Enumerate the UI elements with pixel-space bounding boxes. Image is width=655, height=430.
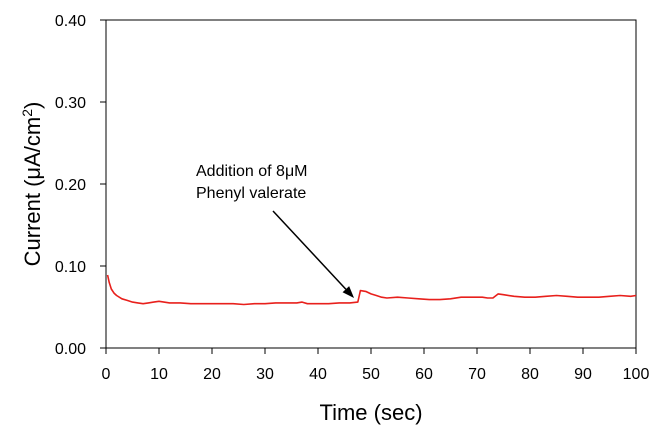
annotation-arrow-shaft <box>272 210 347 290</box>
x-tick-label: 30 <box>256 366 274 383</box>
y-axis-title-close: ) <box>20 102 45 109</box>
plot-frame <box>105 19 637 349</box>
x-axis-ticks: 0 10 20 30 40 50 60 70 80 90 100 <box>102 348 650 383</box>
annotation-arrowhead <box>342 286 355 298</box>
annotation-line: Addition of 8μM <box>196 163 308 180</box>
x-tick-label: 90 <box>574 366 592 383</box>
y-tick-label: 0.30 <box>55 95 86 112</box>
x-axis-title: Time (sec) <box>319 400 422 425</box>
y-axis-title-main: Current (μA/cm <box>20 117 45 267</box>
annotation-text: Addition of 8μM Phenyl valerate <box>196 163 308 202</box>
y-tick-label: 0.10 <box>55 259 86 276</box>
series-line <box>106 274 637 306</box>
y-tick-label: 0.40 <box>55 13 86 30</box>
y-axis-ticks: 0.00 0.10 0.20 0.30 0.40 <box>55 13 106 358</box>
x-tick-label: 100 <box>623 366 650 383</box>
x-tick-label: 20 <box>203 366 221 383</box>
x-tick-label: 0 <box>102 366 111 383</box>
x-tick-label: 60 <box>415 366 433 383</box>
series-layer <box>106 274 637 306</box>
x-tick-label: 40 <box>309 366 327 383</box>
annotation-line: Phenyl valerate <box>196 185 306 202</box>
y-tick-label: 0.20 <box>55 177 86 194</box>
y-axis-title-superscript: 2 <box>19 109 35 117</box>
x-tick-label: 10 <box>150 366 168 383</box>
y-axis-title: Current (μA/cm2) <box>19 102 45 267</box>
x-tick-label: 50 <box>362 366 380 383</box>
x-tick-label: 80 <box>521 366 539 383</box>
annotation-layer: Addition of 8μM Phenyl valerate <box>196 163 355 298</box>
x-tick-label: 70 <box>468 366 486 383</box>
y-tick-label: 0.00 <box>55 341 86 358</box>
